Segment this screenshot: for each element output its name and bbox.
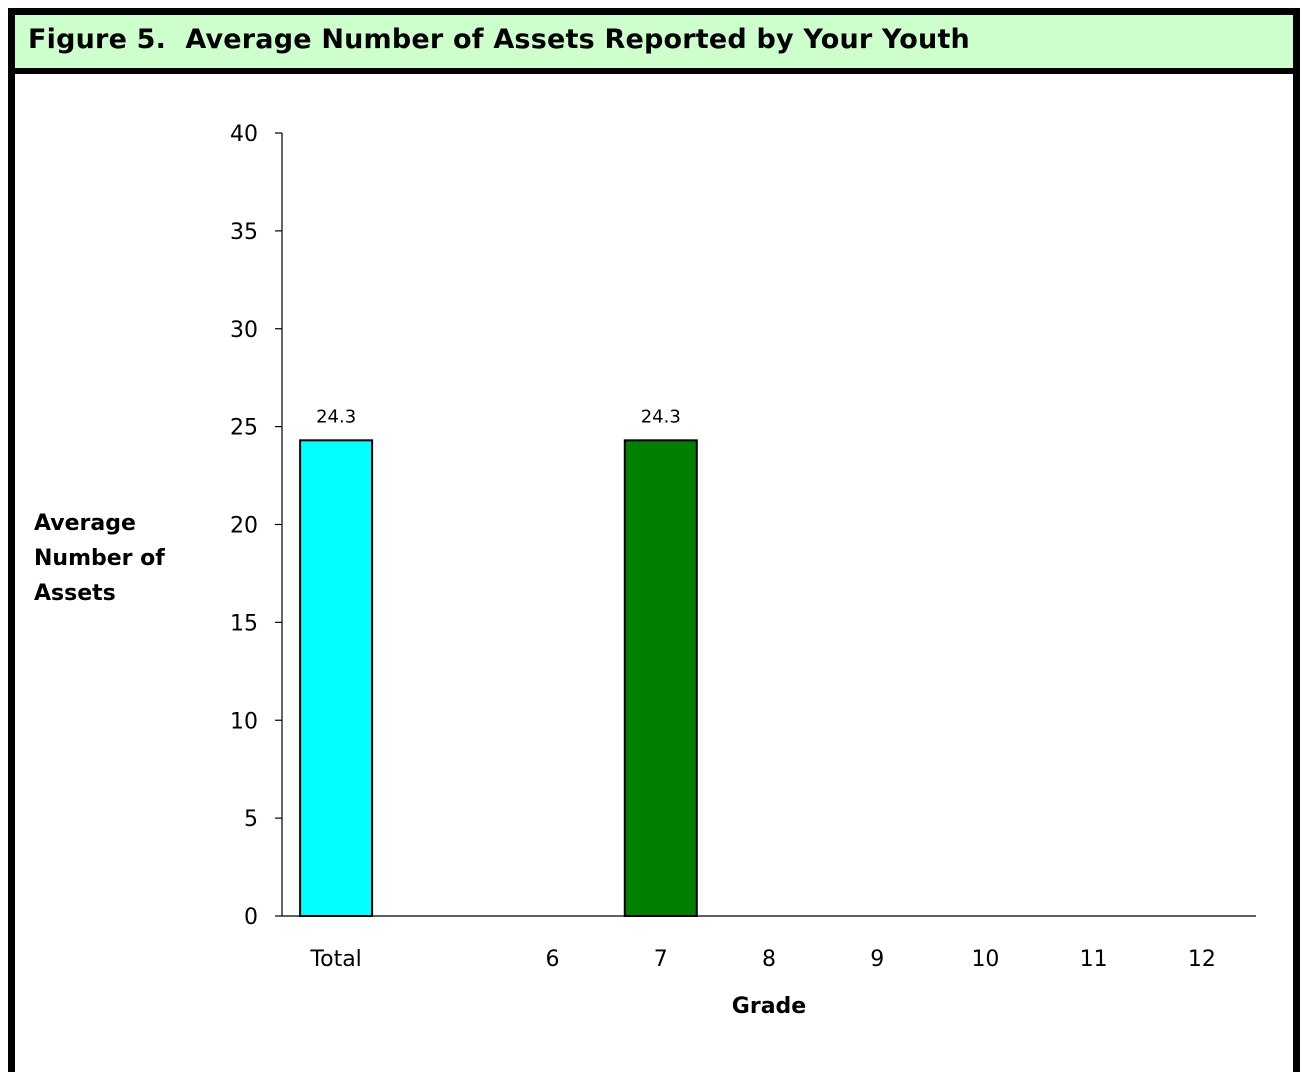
bar (299, 439, 374, 917)
x-axis-title: Grade (732, 994, 806, 1019)
figure-title: Figure 5. Average Number of Assets Repor… (28, 24, 970, 55)
y-tick-label: 30 (230, 318, 258, 343)
y-tick-label: 35 (230, 220, 258, 245)
y-tick-label: 40 (230, 122, 258, 147)
x-tick-label: Total (309, 947, 361, 972)
y-tick-label: 0 (244, 905, 258, 930)
x-tick-label: 9 (870, 947, 884, 972)
x-tick-label: 6 (546, 947, 560, 972)
y-axis-title-line: Number of (34, 546, 165, 571)
x-tick-label: 8 (762, 947, 776, 972)
y-axis-title-line: Assets (34, 581, 116, 606)
y-axis-title-line: Average (34, 511, 136, 536)
x-tick-label: 11 (1080, 947, 1108, 972)
x-tick-label: 12 (1188, 947, 1216, 972)
bar-data-label: 24.3 (641, 406, 681, 427)
y-tick-label: 15 (230, 611, 258, 636)
figure-title-band: Figure 5. Average Number of Assets Repor… (15, 15, 1293, 74)
x-tick-label: 7 (654, 947, 668, 972)
y-tick-label: 5 (244, 807, 258, 832)
x-tick-label: 10 (971, 947, 999, 972)
y-tick-label: 25 (230, 416, 258, 441)
bar-data-label: 24.3 (316, 406, 356, 427)
bar (623, 439, 698, 917)
y-tick-label: 20 (230, 514, 258, 539)
y-tick-label: 10 (230, 709, 258, 734)
